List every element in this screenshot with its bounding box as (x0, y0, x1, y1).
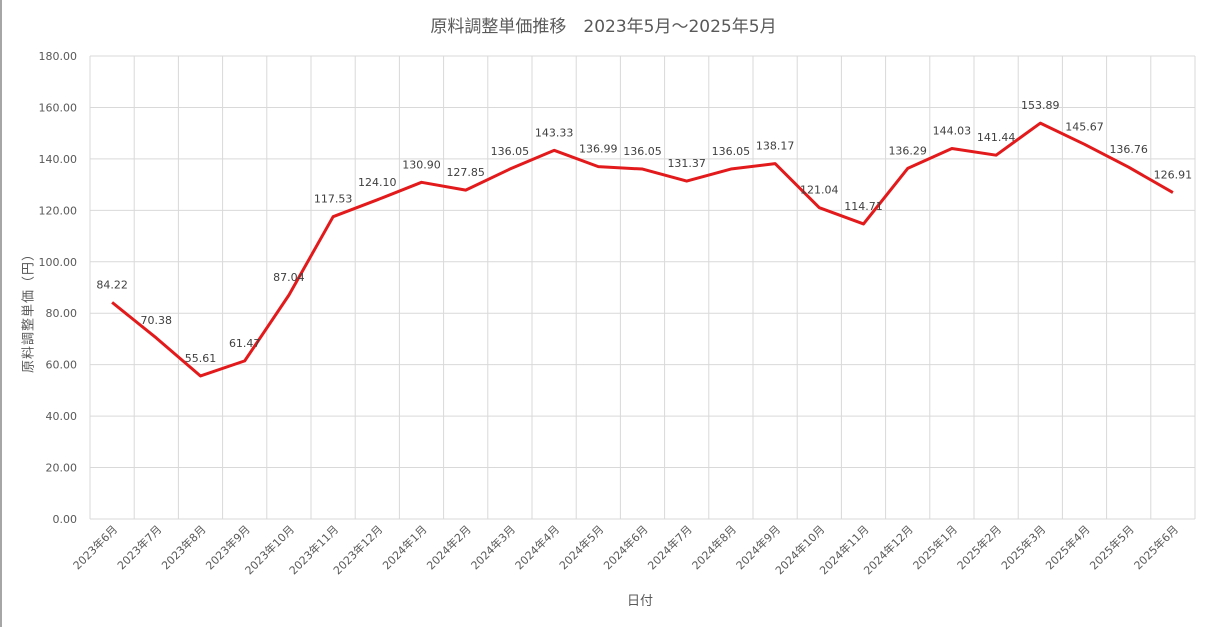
x-tick-label: 2025年5月 (1087, 522, 1137, 572)
x-tick-label: 2024年5月 (556, 522, 606, 572)
y-tick-label: 180.00 (39, 50, 78, 63)
data-label: 153.89 (1021, 99, 1060, 112)
x-axis-label: 日付 (626, 594, 653, 609)
data-label: 136.05 (712, 145, 751, 158)
data-label: 114.71 (844, 200, 883, 213)
data-label: 121.04 (800, 184, 839, 197)
data-label: 144.03 (933, 125, 972, 138)
x-tick-label: 2023年6月 (70, 522, 120, 572)
data-label: 55.61 (185, 352, 217, 365)
data-label: 127.85 (446, 166, 485, 179)
data-label: 136.05 (491, 145, 530, 158)
data-label: 136.29 (888, 144, 927, 157)
data-label: 138.17 (756, 140, 795, 153)
data-label: 141.44 (977, 131, 1016, 144)
y-tick-label: 40.00 (46, 410, 78, 423)
y-tick-labels: 0.00 20.00 40.00 60.00 80.00 100.00 120.00 140.… (39, 50, 78, 526)
chart-title: 原料調整単価推移 2023年5月～2025年5月 (430, 17, 777, 37)
data-label: 145.67 (1065, 120, 1104, 133)
x-tick-label: 2024年8月 (689, 522, 739, 572)
x-tick-label: 2024年6月 (600, 522, 650, 572)
data-label: 117.53 (314, 193, 353, 206)
data-label: 124.10 (358, 176, 397, 189)
y-tick-label: 140.00 (39, 153, 78, 166)
series-line (111, 121, 1174, 378)
data-label: 131.37 (667, 157, 706, 170)
data-label: 61.47 (229, 337, 261, 350)
y-tick-label: 100.00 (39, 256, 78, 269)
data-label: 143.33 (535, 126, 574, 139)
x-tick-label: 2023年8月 (158, 522, 208, 572)
x-tick-label: 2025年4月 (1042, 522, 1092, 572)
data-label: 87.04 (273, 271, 305, 284)
y-tick-label: 80.00 (46, 307, 78, 320)
data-label: 84.22 (96, 278, 128, 291)
x-tick-labels: 2023年6月2023年7月2023年8月2023年9月2023年10月2023… (70, 522, 1181, 577)
window-left-edge (0, 0, 2, 627)
data-label: 136.05 (623, 145, 662, 158)
x-tick-label: 2024年7月 (645, 522, 695, 572)
y-tick-label: 160.00 (39, 101, 78, 114)
y-tick-label: 60.00 (46, 359, 78, 372)
data-label: 136.76 (1109, 143, 1148, 156)
data-label: 70.38 (141, 314, 173, 327)
x-tick-label: 2024年3月 (468, 522, 518, 572)
y-tick-label: 0.00 (53, 513, 78, 526)
x-tick-label: 2024年1月 (379, 522, 429, 572)
x-tick-label: 2025年6月 (1131, 522, 1181, 572)
gridlines (89, 55, 1196, 520)
x-tick-label: 2025年1月 (910, 522, 960, 572)
x-tick-label: 2025年2月 (954, 522, 1004, 572)
y-axis-label: 原料調整単価（円） (21, 246, 37, 374)
y-tick-label: 20.00 (46, 462, 78, 475)
x-tick-label: 2024年4月 (512, 522, 562, 572)
data-label: 126.91 (1154, 169, 1193, 182)
y-tick-label: 120.00 (39, 204, 78, 217)
x-tick-label: 2025年3月 (998, 522, 1048, 572)
data-label: 136.99 (579, 143, 618, 156)
data-labels: 84.22 70.38 55.61 61.47 87.04 117.53 124.10 130… (96, 99, 1192, 365)
data-label: 130.90 (402, 158, 441, 171)
x-tick-label: 2024年2月 (424, 522, 474, 572)
x-tick-label: 2023年7月 (114, 522, 164, 572)
